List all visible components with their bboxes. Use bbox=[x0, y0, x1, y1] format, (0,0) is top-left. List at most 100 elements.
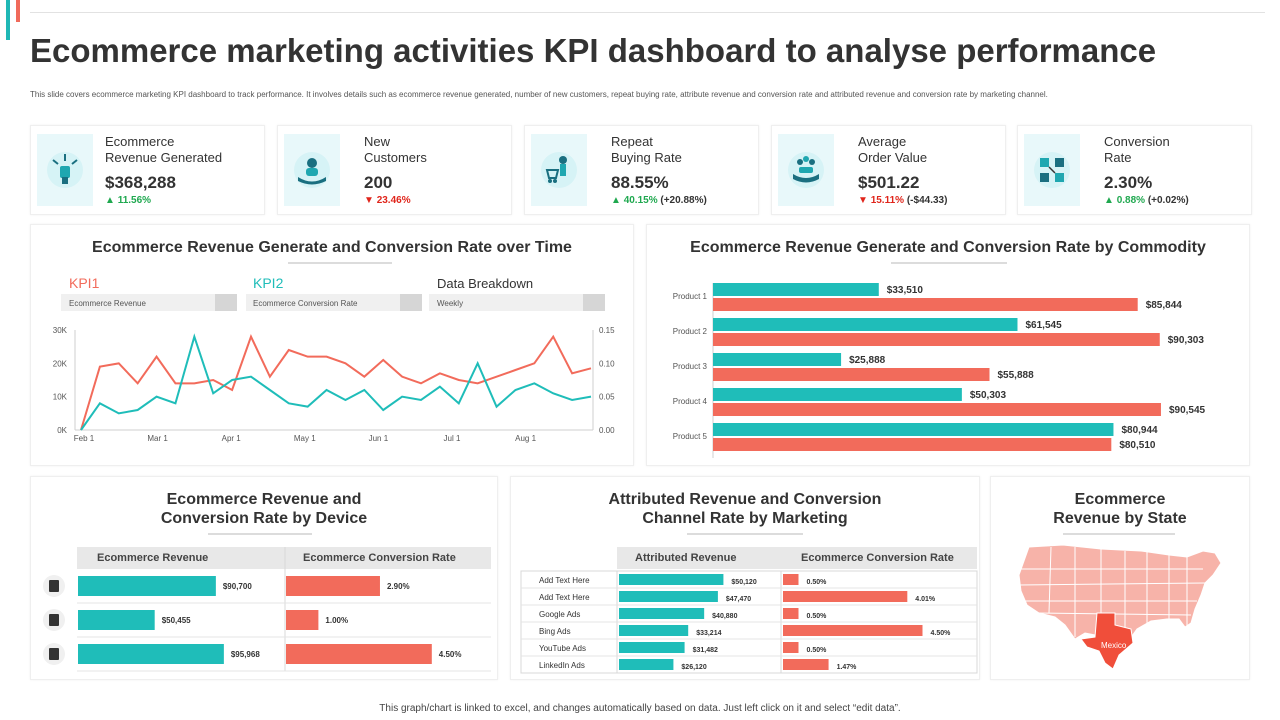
revenue-value-label: $50,120 bbox=[731, 579, 756, 586]
y-right-tick-label: 0.10 bbox=[599, 359, 615, 368]
kpi1-dropdown-icon[interactable] bbox=[215, 294, 237, 311]
breakdown-select[interactable] bbox=[429, 294, 605, 311]
bar-teal[interactable] bbox=[713, 423, 1114, 436]
bar-coral[interactable] bbox=[713, 333, 1160, 346]
channel-label: Add Text Here bbox=[539, 593, 590, 602]
title-underline bbox=[891, 262, 1007, 264]
kpi-card-customers: New Customers 200 ▼ 23.46% bbox=[277, 125, 512, 215]
bar-coral[interactable] bbox=[713, 438, 1112, 451]
kpi2-label: KPI2 bbox=[253, 275, 284, 291]
panel-state: Ecommerce Revenue by State Mexico bbox=[990, 476, 1250, 680]
router-device-icon bbox=[43, 643, 65, 665]
kpi1-select[interactable] bbox=[61, 294, 237, 311]
rate-bar[interactable] bbox=[783, 659, 829, 670]
x-tick-label: Feb 1 bbox=[74, 434, 95, 443]
revenue-bar[interactable] bbox=[78, 610, 155, 630]
rate-bar[interactable] bbox=[783, 574, 799, 585]
rate-bar[interactable] bbox=[286, 576, 380, 596]
kpi-card-order-value: Average Order Value $501.22 ▼ 15.11% (-$… bbox=[771, 125, 1006, 215]
revenue-value-label: $31,482 bbox=[693, 647, 718, 654]
title-underline bbox=[687, 533, 803, 535]
highlighted-state[interactable] bbox=[1080, 612, 1134, 670]
revenue-bar[interactable] bbox=[619, 591, 718, 602]
revenue-bar[interactable] bbox=[78, 576, 216, 596]
up-arrow-icon: ▲ bbox=[1104, 195, 1114, 206]
marketing-table-chart: Attributed Revenue Ecommerce Conversion R… bbox=[520, 547, 978, 674]
y-left-tick-label: 0K bbox=[57, 426, 67, 435]
panel-title: Ecommerce Revenue Generate and Conversio… bbox=[690, 239, 1206, 256]
panel-time-series: Ecommerce Revenue Generate and Conversio… bbox=[30, 224, 634, 466]
kpi-change: ▲ 0.88% (+0.02%) bbox=[1104, 195, 1189, 206]
bar-value-label: $90,545 bbox=[1169, 405, 1206, 416]
table-header: Attributed Revenue bbox=[635, 552, 736, 564]
panel-title: Ecommerce Revenue and Conversion Rate by… bbox=[160, 491, 368, 527]
page-title: Ecommerce marketing activities KPI dashb… bbox=[30, 32, 1157, 69]
rate-bar[interactable] bbox=[783, 642, 799, 653]
revenue-bar[interactable] bbox=[619, 659, 674, 670]
kpi2-select[interactable] bbox=[246, 294, 422, 311]
channel-label: Bing Ads bbox=[539, 627, 571, 636]
panel-commodity: Ecommerce Revenue Generate and Conversio… bbox=[646, 224, 1250, 466]
revenue-bar[interactable] bbox=[619, 574, 724, 585]
rate-bar[interactable] bbox=[783, 591, 908, 602]
table-header-bg bbox=[77, 547, 491, 569]
rate-value-label: 4.50% bbox=[931, 630, 952, 637]
series-line-teal bbox=[80, 333, 592, 431]
category-label: Product 1 bbox=[673, 292, 708, 301]
breakdown-dropdown-icon[interactable] bbox=[583, 294, 605, 311]
kpi-change-value: 40.15% bbox=[623, 195, 658, 206]
x-tick-label: Jul 1 bbox=[444, 434, 461, 443]
rate-bar[interactable] bbox=[286, 644, 432, 664]
bar-coral[interactable] bbox=[713, 368, 990, 381]
rate-bar[interactable] bbox=[783, 625, 923, 636]
bar-teal[interactable] bbox=[713, 318, 1018, 331]
bar-teal[interactable] bbox=[713, 353, 842, 366]
revenue-bar[interactable] bbox=[619, 642, 685, 653]
x-tick-label: May 1 bbox=[294, 434, 316, 443]
bar-value-label: $80,944 bbox=[1121, 425, 1158, 436]
raised-fist-icon bbox=[37, 134, 93, 206]
kpi2-dropdown-icon[interactable] bbox=[400, 294, 422, 311]
bar-teal[interactable] bbox=[713, 283, 879, 296]
bar-coral[interactable] bbox=[713, 298, 1138, 311]
kpi-value: 88.55% bbox=[611, 173, 669, 192]
kpi-change-value: 23.46% bbox=[376, 195, 411, 206]
kpi-change-value: 0.88% bbox=[1116, 195, 1146, 206]
revenue-bar[interactable] bbox=[619, 625, 689, 636]
commodity-bar-chart: Product 1 $33,510 $85,844 Product 2 $61,545 $… bbox=[673, 283, 1206, 458]
mobile-phone-icon bbox=[43, 575, 65, 597]
category-label: Product 5 bbox=[673, 432, 708, 441]
desktop-monitor-icon bbox=[43, 609, 65, 631]
revenue-bar[interactable] bbox=[619, 608, 705, 619]
bar-teal[interactable] bbox=[713, 388, 962, 401]
kpi-change-value: 11.56% bbox=[117, 195, 152, 206]
rate-bar[interactable] bbox=[286, 610, 319, 630]
time-series-chart: KPI1 Ecommerce Revenue KPI2 Ecommerce Co… bbox=[53, 275, 615, 443]
table-header-bg bbox=[617, 547, 977, 569]
kpi-change: ▲ 11.56% bbox=[105, 195, 151, 206]
channel-label: Google Ads bbox=[539, 610, 580, 619]
y-left-tick-label: 10K bbox=[53, 393, 68, 402]
revenue-bar[interactable] bbox=[78, 644, 224, 664]
breakdown-label: Data Breakdown bbox=[437, 276, 533, 291]
kpi-change-extra: (+0.02%) bbox=[1147, 195, 1189, 206]
revenue-value-label: $95,968 bbox=[231, 650, 260, 659]
top-divider bbox=[30, 12, 1265, 13]
title-underline bbox=[208, 533, 312, 535]
y-left-tick-label: 20K bbox=[53, 359, 68, 368]
kpi1-label: KPI1 bbox=[69, 275, 100, 291]
channel-label: Add Text Here bbox=[539, 576, 590, 585]
us-map-shape[interactable] bbox=[1018, 544, 1222, 654]
kpi-change: ▲ 40.15% (+20.88%) bbox=[611, 195, 707, 206]
rate-bar[interactable] bbox=[783, 608, 799, 619]
revenue-value-label: $33,214 bbox=[696, 630, 721, 637]
x-tick-label: Apr 1 bbox=[222, 434, 242, 443]
up-arrow-icon: ▲ bbox=[105, 195, 115, 206]
kpi2-select-value: Ecommerce Conversion Rate bbox=[253, 299, 358, 308]
bar-coral[interactable] bbox=[713, 403, 1161, 416]
breakdown-select-value: Weekly bbox=[437, 299, 463, 308]
bar-value-label: $61,545 bbox=[1025, 320, 1062, 331]
table-header: Ecommerce Revenue bbox=[97, 552, 208, 564]
kpi-change: ▼ 23.46% bbox=[364, 195, 411, 206]
kpi-label: Conversion Rate bbox=[1104, 134, 1170, 165]
